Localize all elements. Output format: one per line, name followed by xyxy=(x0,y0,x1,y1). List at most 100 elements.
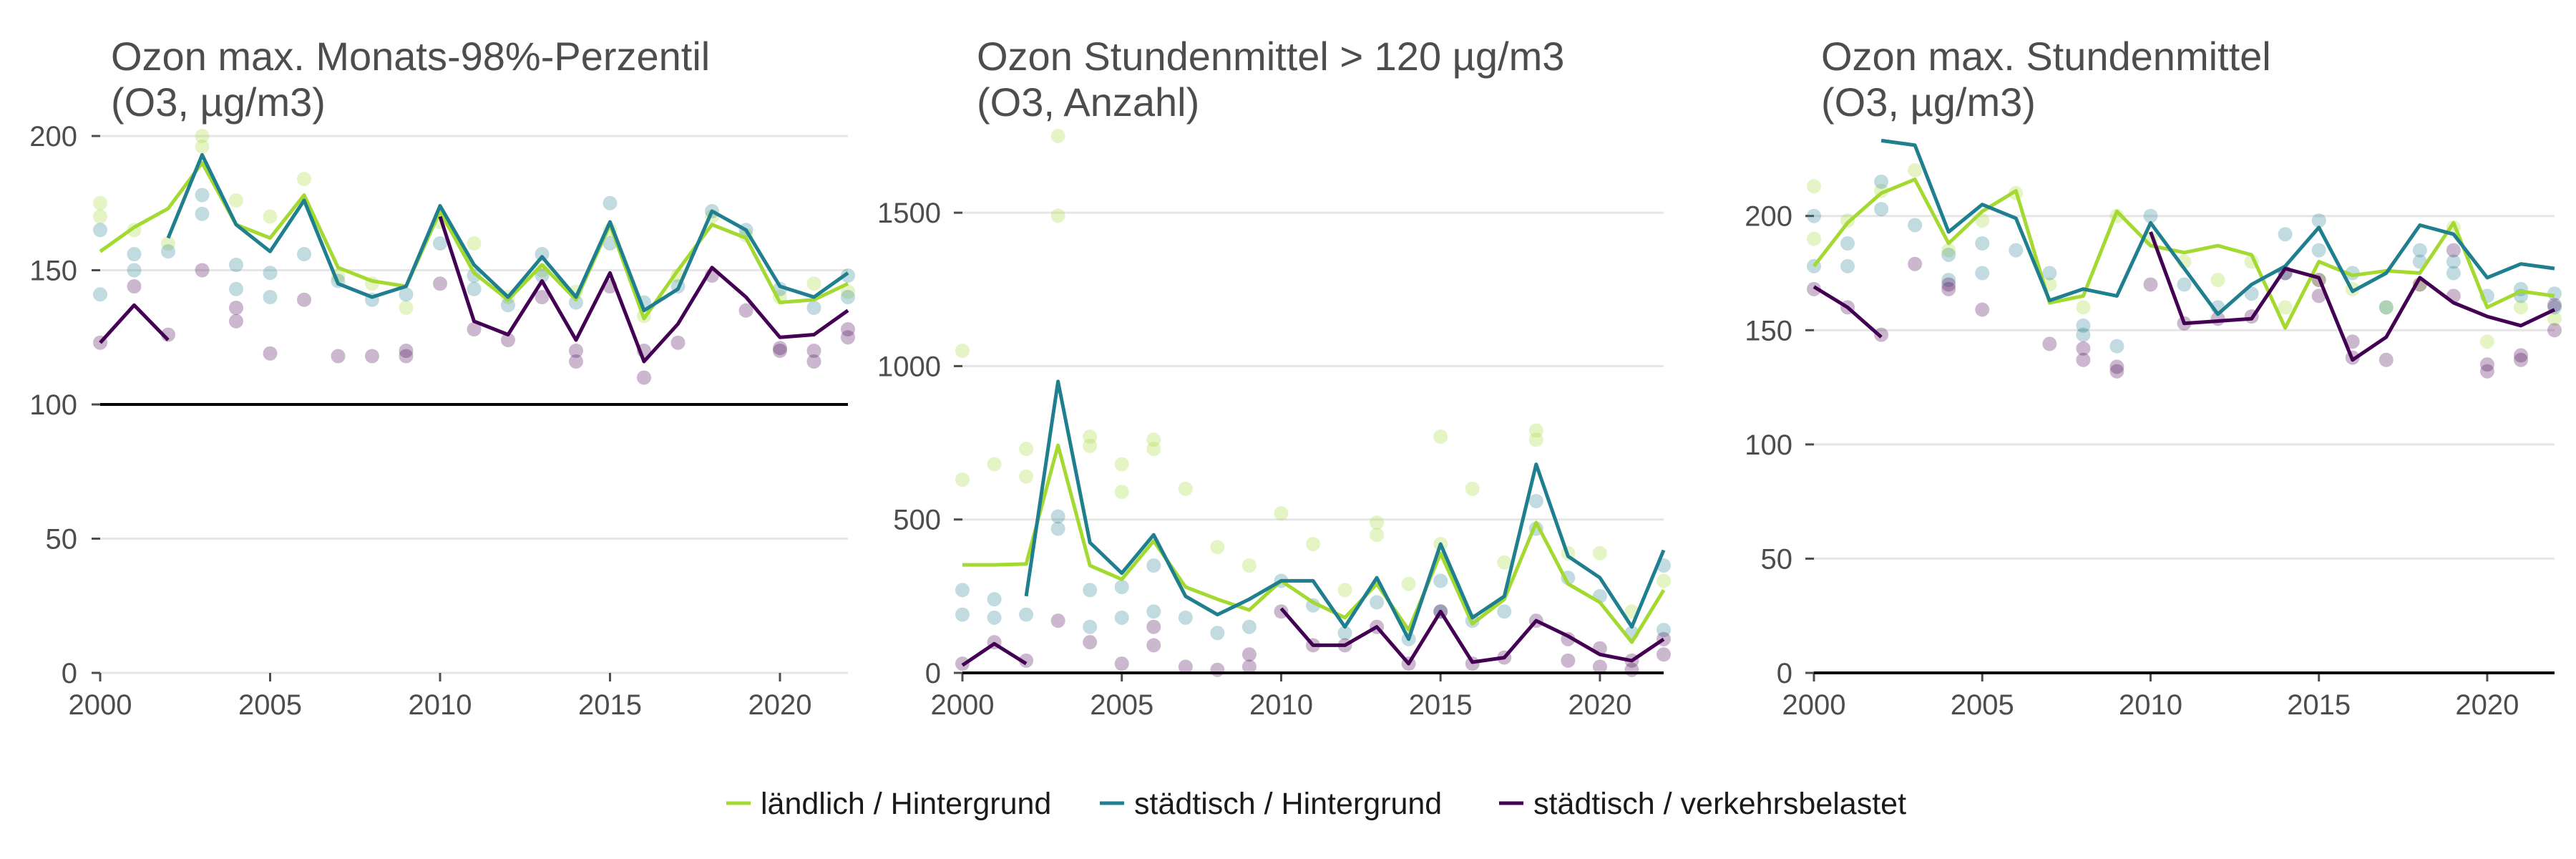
station-point xyxy=(569,295,583,310)
station-point xyxy=(1528,432,1543,447)
station-point xyxy=(955,344,970,358)
station-point xyxy=(195,263,210,278)
station-point xyxy=(1019,607,1034,622)
y-tick-label: 100 xyxy=(29,389,77,421)
station-point xyxy=(195,206,210,221)
x-tick-label: 2005 xyxy=(238,689,302,721)
station-point xyxy=(2244,286,2259,301)
x-tick-label: 2015 xyxy=(578,689,642,721)
station-point xyxy=(1241,619,1257,634)
station-point xyxy=(841,322,855,336)
station-point xyxy=(2042,266,2057,281)
station-point xyxy=(1908,162,1923,178)
station-point xyxy=(2109,364,2124,379)
station-point xyxy=(2446,266,2461,281)
station-point xyxy=(1114,656,1129,671)
station-point xyxy=(433,236,447,251)
station-point xyxy=(2278,227,2293,242)
station-point xyxy=(1114,610,1129,625)
station-point xyxy=(1433,430,1448,444)
station-point xyxy=(2547,323,2562,338)
panel-title-line-1: Ozon max. Stundenmittel xyxy=(1821,34,2271,79)
station-point xyxy=(2009,243,2024,258)
station-point xyxy=(1083,438,1098,453)
station-point xyxy=(2143,208,2158,223)
station-point xyxy=(1592,659,1607,674)
x-tick-label: 2020 xyxy=(1568,689,1631,721)
station-point xyxy=(987,457,1002,472)
station-point xyxy=(399,349,414,364)
station-point xyxy=(2379,300,2394,315)
station-point xyxy=(1840,258,1855,273)
panel-title-line-1: Ozon max. Monats-98%-Perzentil xyxy=(111,34,710,79)
station-point xyxy=(1807,231,1821,246)
station-point xyxy=(2513,300,2528,315)
station-point xyxy=(773,344,787,358)
station-point xyxy=(1807,281,1821,296)
series-line-staedtisch xyxy=(1880,138,2555,316)
y-tick-label: 200 xyxy=(29,121,77,152)
station-point xyxy=(1083,583,1098,598)
y-tick-label: 0 xyxy=(925,658,941,689)
legend: ländlich / Hintergrund städtisch / Hinter… xyxy=(726,787,1906,821)
station-point xyxy=(1528,494,1543,508)
x-tick-label: 2010 xyxy=(2119,689,2182,721)
y-tick-label: 150 xyxy=(29,256,77,287)
station-point xyxy=(2446,243,2461,258)
station-point xyxy=(2177,277,2192,292)
station-point xyxy=(195,129,210,143)
station-point xyxy=(2479,334,2494,349)
panel-2: Ozon Stundenmittel > 120 µg/m3(O3, Anzah… xyxy=(877,34,1671,721)
station-point xyxy=(1337,583,1352,598)
series-line-verkehr xyxy=(99,303,170,344)
station-point xyxy=(987,592,1002,607)
station-point xyxy=(1657,647,1671,662)
station-point xyxy=(1114,485,1129,500)
station-point xyxy=(841,268,855,283)
station-point xyxy=(806,344,821,358)
legend-label-verkehr: städtisch / verkehrsbelastet xyxy=(1533,787,1906,821)
station-point xyxy=(1146,604,1161,619)
station-point xyxy=(297,172,311,186)
station-point xyxy=(955,583,970,598)
station-point xyxy=(229,314,243,329)
station-point xyxy=(955,472,970,487)
station-point xyxy=(1241,647,1257,662)
panel-3: Ozon max. Stundenmittel(O3, µg/m3) 0 50 100… xyxy=(1745,34,2562,721)
panel-title-line-1: Ozon Stundenmittel > 120 µg/m3 xyxy=(977,34,1564,79)
station-point xyxy=(2513,352,2528,367)
y-tick-label: 50 xyxy=(1761,543,1793,575)
station-point xyxy=(1370,595,1385,610)
panel-title-line-2: (O3, µg/m3) xyxy=(1821,79,2036,125)
station-point xyxy=(2042,336,2057,351)
station-point xyxy=(2076,327,2091,342)
station-point xyxy=(2109,359,2124,374)
station-point xyxy=(1941,281,1956,296)
station-point xyxy=(1941,243,1956,258)
station-point xyxy=(229,258,243,272)
station-point xyxy=(1146,619,1161,634)
station-point xyxy=(1083,635,1098,650)
station-point xyxy=(1497,604,1512,619)
x-tick-label: 2010 xyxy=(409,689,472,721)
station-point xyxy=(1941,277,1956,292)
station-point xyxy=(229,301,243,315)
station-point xyxy=(1657,623,1671,637)
y-tick-label: 50 xyxy=(46,524,78,555)
station-point xyxy=(670,335,686,350)
legend-label-staedtisch: städtisch / Hintergrund xyxy=(1134,787,1442,821)
station-point xyxy=(2412,243,2427,258)
series-line-staedtisch xyxy=(1024,379,1666,641)
station-point xyxy=(467,236,482,251)
station-point xyxy=(1114,580,1129,594)
station-point xyxy=(2446,254,2461,269)
station-point xyxy=(1146,638,1161,653)
station-point xyxy=(602,236,618,251)
station-point xyxy=(1465,481,1480,496)
station-point xyxy=(1840,236,1855,251)
station-point xyxy=(195,188,210,203)
station-point xyxy=(535,268,550,283)
series-line-verkehr xyxy=(961,641,1028,667)
station-point xyxy=(399,344,414,358)
